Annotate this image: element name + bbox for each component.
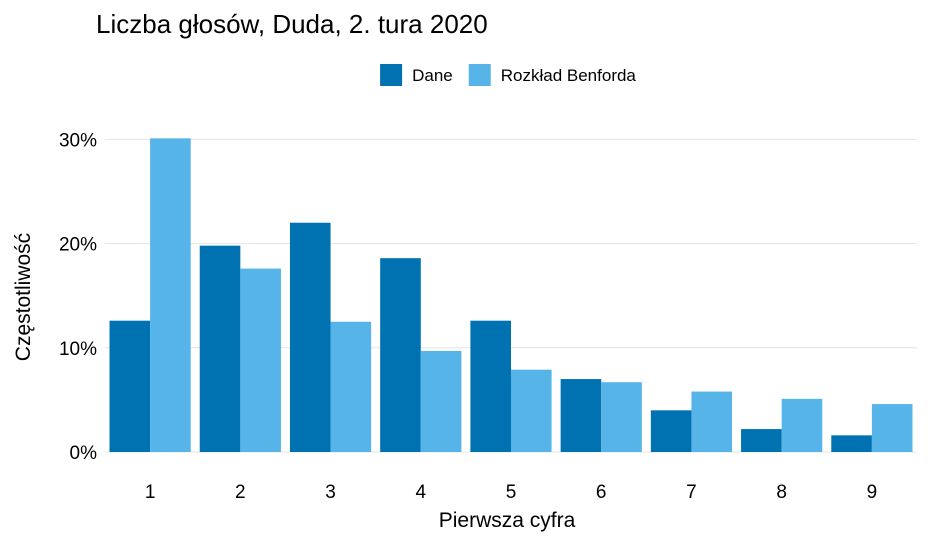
legend-label: Dane bbox=[412, 66, 453, 85]
x-tick-label: 2 bbox=[235, 482, 246, 503]
bar-dane-7 bbox=[650, 410, 692, 452]
x-axis-title: Pierwsza cyfra bbox=[439, 509, 576, 532]
bar-dane-9 bbox=[831, 435, 872, 452]
x-tick-label: 4 bbox=[415, 482, 426, 503]
x-tick-label: 7 bbox=[686, 482, 697, 503]
x-tick-label: 6 bbox=[596, 482, 607, 503]
x-axis-ticks: 1 2 3 4 5 6 7 8 9 bbox=[145, 482, 877, 503]
bar-dane-2 bbox=[199, 245, 241, 452]
y-axis-ticks: 0% 10% 20% 30% bbox=[59, 130, 97, 464]
y-tick-label: 10% bbox=[59, 339, 97, 360]
bar-benford-8 bbox=[781, 398, 823, 452]
bar-dane-3 bbox=[289, 222, 331, 452]
bars bbox=[109, 138, 913, 453]
bar-benford-6 bbox=[601, 382, 642, 452]
bar-dane-4 bbox=[380, 258, 421, 452]
bar-benford-4 bbox=[420, 350, 462, 452]
legend-key-benford bbox=[468, 64, 491, 86]
bar-benford-3 bbox=[330, 321, 372, 452]
bar-dane-6 bbox=[560, 379, 602, 452]
y-axis-title: Częstotliwość bbox=[12, 233, 35, 361]
legend: Dane Rozkład Benforda bbox=[380, 64, 636, 86]
bar-benford-7 bbox=[691, 391, 733, 452]
legend-key-dane bbox=[380, 64, 403, 86]
y-tick-label: 20% bbox=[59, 235, 97, 256]
x-tick-label: 1 bbox=[145, 482, 156, 503]
bar-benford-9 bbox=[871, 404, 913, 452]
y-tick-label: 30% bbox=[59, 130, 97, 151]
bar-benford-2 bbox=[240, 268, 281, 452]
bar-dane-1 bbox=[109, 320, 151, 452]
legend-label: Rozkład Benforda bbox=[501, 66, 637, 85]
x-tick-label: 9 bbox=[867, 482, 878, 503]
bar-dane-5 bbox=[470, 320, 511, 452]
bar-benford-1 bbox=[150, 138, 191, 453]
x-tick-label: 5 bbox=[506, 482, 517, 503]
x-tick-label: 8 bbox=[776, 482, 787, 503]
chart-title: Liczba głosów, Duda, 2. tura 2020 bbox=[96, 9, 488, 39]
y-tick-label: 0% bbox=[70, 443, 98, 464]
x-tick-label: 3 bbox=[325, 482, 336, 503]
bar-benford-5 bbox=[511, 369, 552, 452]
bar-dane-8 bbox=[741, 429, 782, 452]
